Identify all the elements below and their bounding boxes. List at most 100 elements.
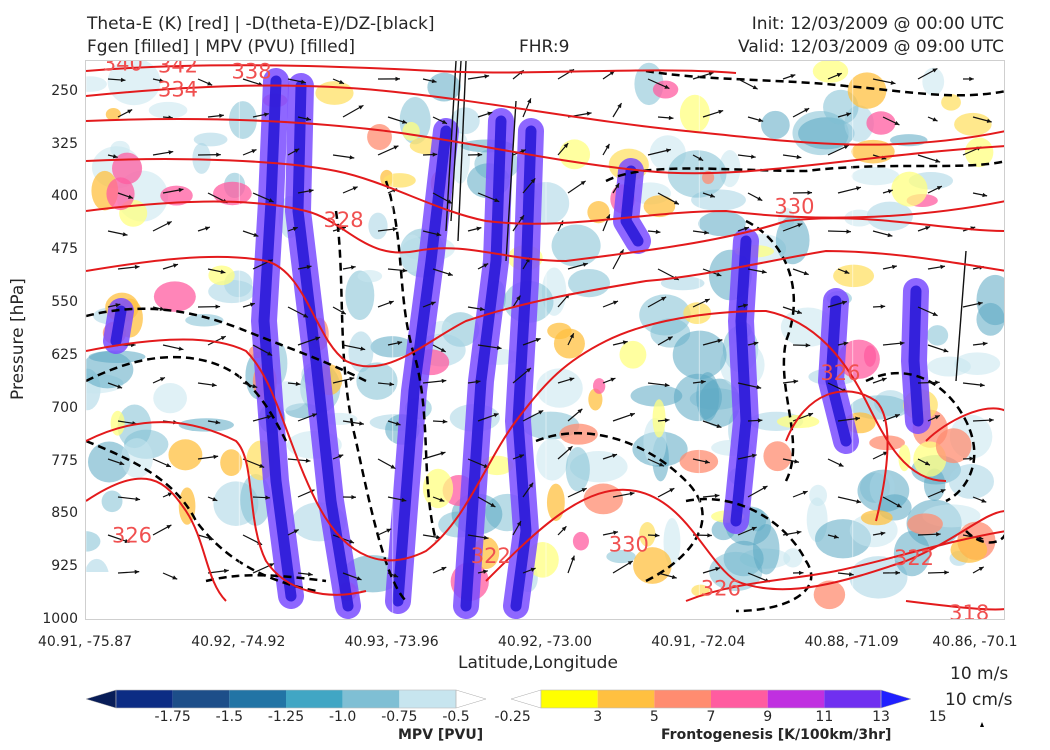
fgen-blob	[950, 536, 988, 563]
wind-arrow-head	[838, 462, 844, 467]
mpv-blob	[761, 110, 790, 140]
wind-arrow-head	[581, 488, 587, 493]
colorbar-tick-label: -1.5	[215, 709, 243, 725]
fgen-blob	[907, 513, 943, 535]
wind-arrow-head	[669, 488, 675, 493]
wind-arrow-head	[577, 408, 583, 414]
forecast-hour: FHR:9	[519, 37, 570, 57]
wind-arrow-head	[516, 521, 521, 527]
mpv-blob	[86, 531, 101, 552]
wind-arrow-head	[165, 463, 171, 468]
fgen-blob	[639, 522, 656, 547]
fgen-band-core	[510, 125, 537, 612]
fgen-colorbar	[511, 689, 912, 709]
theta-e-contour	[485, 488, 1004, 591]
wind-arrow-strong	[457, 61, 467, 242]
colorbar-segment	[172, 690, 230, 708]
theta-e-contour-label: 330	[609, 533, 649, 557]
wind-arrow-head	[388, 300, 394, 305]
wind-arrow-head	[440, 347, 446, 352]
mpv-blob	[101, 490, 123, 513]
wind-arrow-head	[718, 109, 724, 114]
fgen-blob	[763, 441, 792, 472]
fgen-blob	[652, 399, 666, 438]
colorbar-tick-label: 11	[815, 709, 834, 725]
wind-arrow-head	[219, 113, 224, 118]
mpv-blob	[427, 72, 461, 102]
wind-arrow-head	[528, 482, 534, 488]
colorbar-extend-right	[880, 689, 912, 709]
colorbar-tick-label: -1.0	[328, 709, 357, 725]
wind-arrow-head	[269, 563, 275, 568]
mpv-colorbar-label: MPV [PVU]	[398, 727, 484, 743]
wind-arrow-head	[664, 382, 670, 388]
mpv-blob	[606, 549, 636, 564]
wind-arrow-head	[989, 417, 994, 423]
y-tick-label: 625	[51, 346, 78, 363]
theta-e-contour-label: 328	[324, 208, 364, 232]
fgen-colorbar-label: Frontogenesis [K/100km/3hr]	[661, 727, 892, 743]
colorbar-segment	[711, 690, 768, 708]
wind-arrow-head	[936, 186, 942, 191]
theta-e-contour-label: 330	[774, 195, 814, 219]
mpv-blob	[775, 215, 810, 265]
wind-arrow-head	[259, 463, 265, 468]
wind-arrow-head	[526, 367, 532, 373]
mpv-blob	[148, 101, 188, 119]
wind-arrow-head	[843, 145, 849, 150]
wind-arrow-head	[804, 108, 810, 113]
wind-arrow-head	[969, 76, 974, 82]
wind-arrow-head	[613, 530, 619, 535]
wind-arrow-head	[359, 421, 364, 426]
fgen-blob	[553, 328, 585, 359]
wind-arrow-head	[586, 111, 592, 116]
wind-arrow-head	[292, 226, 298, 231]
theta-e-contour	[86, 64, 737, 74]
wind-arrow-head	[168, 150, 174, 155]
y-tick-label: 325	[51, 135, 78, 152]
wind-arrow-head	[530, 567, 536, 572]
wind-arrow-head	[207, 81, 213, 86]
wind-arrow-head	[220, 269, 226, 274]
wind-arrow-head	[803, 271, 809, 276]
x-tick-label: 40.91, -72.04	[651, 634, 746, 650]
wind-arrow-head	[895, 570, 901, 576]
wind-arrow-head	[848, 572, 854, 577]
wind-arrow-head	[475, 379, 481, 385]
grid-lines	[86, 61, 854, 619]
wind-arrow-head	[716, 272, 722, 277]
wind-arrow-head	[516, 295, 521, 301]
wind-arrow-head	[612, 453, 618, 458]
wind-arrow-head	[629, 412, 635, 417]
fgen-blob	[160, 185, 193, 206]
wind-arrow-head	[627, 560, 633, 566]
wind-arrow-head	[807, 190, 813, 195]
wind-arrow-head	[986, 118, 992, 123]
colorbar-segment	[824, 690, 881, 708]
wind-arrow-head	[664, 418, 670, 423]
wind-arrow-head	[216, 152, 221, 157]
wind-arrow-head	[530, 178, 536, 184]
wind-arrow-head	[306, 264, 312, 270]
wind-arrow-head	[159, 78, 165, 83]
theta-e-contours	[86, 64, 1004, 611]
wind-arrow-head	[303, 313, 309, 318]
wind-arrow-head	[796, 530, 802, 535]
y-tick-label: 700	[51, 399, 78, 416]
dthetae-dz-contour	[86, 307, 367, 383]
wind-arrow-head	[790, 74, 796, 79]
wind-arrow-head	[629, 491, 635, 496]
wind-arrow-head	[265, 495, 270, 500]
fgen-blob	[941, 93, 961, 111]
fgen-band-core	[460, 115, 507, 612]
wind-arrow-head	[796, 154, 802, 160]
theta-e-contour	[685, 530, 1004, 602]
wind-arrow-head	[622, 340, 628, 345]
wind-arrow-head	[117, 384, 123, 389]
wind-arrow-head	[390, 464, 396, 469]
wind-arrow-head	[932, 68, 938, 73]
wind-arrow-head	[349, 539, 355, 544]
theta-e-contour	[86, 477, 227, 602]
wind-arrow-head	[932, 311, 938, 316]
mpv-blob	[193, 132, 228, 147]
